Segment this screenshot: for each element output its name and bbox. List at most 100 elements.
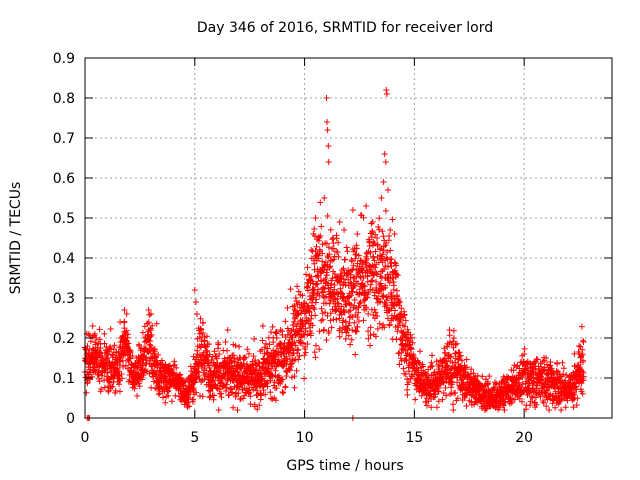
- data-point: [259, 323, 266, 329]
- data-point: [317, 232, 324, 239]
- data-point: [363, 203, 370, 209]
- data-point: [355, 318, 362, 325]
- data-point: [402, 371, 409, 377]
- data-point: [185, 395, 192, 402]
- data-point: [219, 374, 226, 381]
- data-point: [344, 325, 351, 332]
- data-point: [552, 404, 559, 411]
- data-point: [391, 259, 398, 266]
- data-point: [145, 319, 152, 326]
- data-point: [538, 363, 545, 370]
- data-point: [360, 214, 367, 221]
- data-point: [315, 252, 322, 259]
- data-point: [258, 392, 265, 399]
- data-point: [384, 249, 391, 255]
- data-point: [275, 348, 282, 355]
- data-point: [302, 349, 309, 356]
- data-point: [259, 337, 266, 344]
- data-point: [341, 309, 348, 316]
- data-point: [123, 311, 130, 317]
- data-point: [362, 260, 369, 267]
- data-point: [443, 392, 450, 399]
- data-point: [365, 328, 372, 335]
- data-point: [335, 239, 342, 246]
- data-point: [302, 325, 309, 332]
- data-point: [357, 273, 364, 280]
- data-point: [186, 403, 192, 410]
- data-point: [374, 242, 381, 249]
- data-point: [104, 369, 111, 376]
- data-point: [368, 278, 375, 284]
- data-point: [109, 383, 116, 390]
- data-point: [435, 388, 441, 395]
- data-point: [329, 236, 336, 243]
- data-point: [386, 321, 393, 328]
- data-point: [513, 363, 520, 370]
- data-point: [387, 227, 394, 233]
- data-point: [350, 282, 357, 289]
- data-point: [321, 326, 327, 333]
- data-point: [357, 257, 364, 264]
- data-point: [444, 362, 451, 369]
- data-point: [402, 334, 409, 341]
- data-point: [247, 393, 254, 400]
- data-point: [266, 341, 273, 348]
- data-point: [403, 357, 410, 364]
- data-point: [326, 251, 333, 258]
- data-point: [381, 266, 387, 273]
- data-point: [231, 355, 238, 362]
- y-tick-label: 0.4: [53, 251, 75, 267]
- data-point: [146, 348, 153, 355]
- data-point: [89, 374, 95, 380]
- data-point: [546, 407, 553, 413]
- data-point: [301, 375, 308, 382]
- data-point: [336, 325, 343, 332]
- data-point: [319, 258, 326, 265]
- data-point: [217, 367, 224, 374]
- data-point: [324, 127, 331, 133]
- data-point: [280, 390, 287, 396]
- data-point: [351, 297, 358, 303]
- data-point: [342, 335, 349, 342]
- data-point: [319, 250, 326, 257]
- data-point: [123, 362, 129, 369]
- data-point: [235, 390, 242, 397]
- data-point: [544, 396, 551, 403]
- data-point: [383, 254, 390, 261]
- data-point: [367, 249, 374, 256]
- data-point: [409, 339, 416, 346]
- data-point: [558, 407, 565, 413]
- data-point: [366, 263, 373, 270]
- data-point: [374, 313, 381, 319]
- data-point: [577, 343, 584, 350]
- data-point: [129, 353, 136, 359]
- data-point: [254, 387, 261, 394]
- data-point: [382, 159, 389, 165]
- data-point: [354, 314, 361, 320]
- data-point: [560, 371, 567, 378]
- data-point: [381, 324, 388, 331]
- data-point: [198, 326, 205, 333]
- data-point: [355, 303, 362, 310]
- data-point: [148, 332, 155, 338]
- data-point: [338, 303, 345, 310]
- data-point: [337, 285, 344, 292]
- data-point: [321, 195, 328, 201]
- data-point: [394, 272, 401, 279]
- data-point: [287, 286, 294, 293]
- data-point: [267, 377, 274, 384]
- data-point: [337, 279, 343, 286]
- data-point: [374, 325, 381, 332]
- data-point: [342, 298, 349, 305]
- data-point: [534, 356, 541, 363]
- data-point: [232, 342, 239, 349]
- data-point: [448, 384, 455, 391]
- data-point: [304, 264, 311, 271]
- data-point: [458, 357, 465, 364]
- data-point: [342, 256, 348, 263]
- data-point: [101, 340, 108, 347]
- data-point: [117, 319, 124, 325]
- data-point: [452, 389, 459, 396]
- data-points: [81, 87, 587, 421]
- y-tick-label: 0.2: [53, 331, 75, 347]
